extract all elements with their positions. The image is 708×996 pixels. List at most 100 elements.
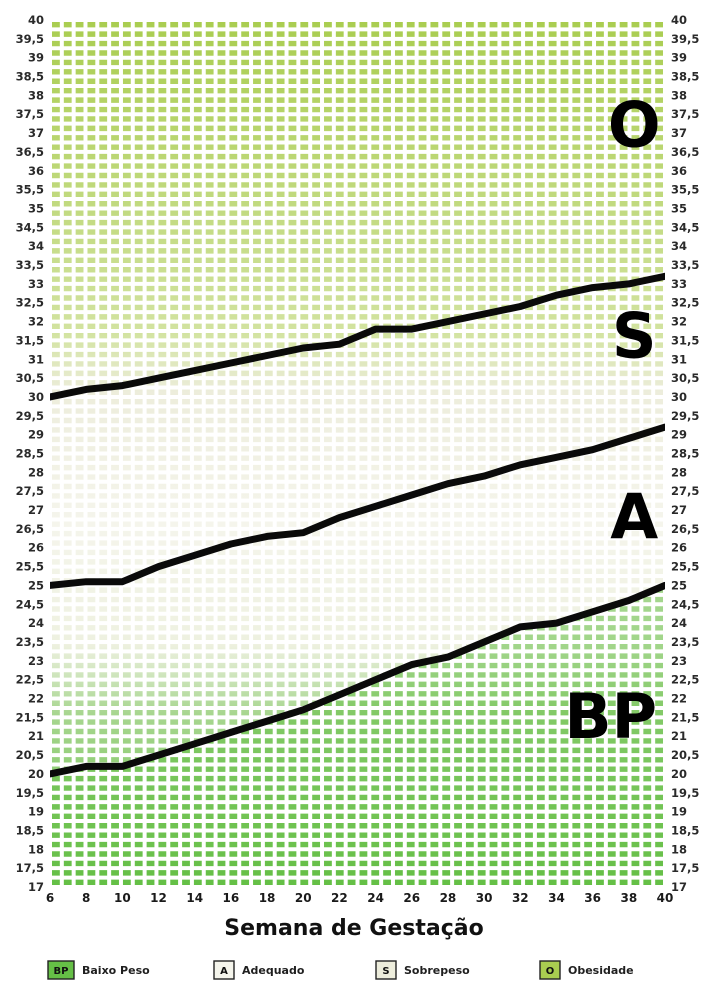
- x-axis: 6 8 10 12 14 16 18 20 22 24 26 28 30 32 34 36 38 40: [46, 891, 674, 905]
- y-tick-label: 22: [28, 692, 44, 706]
- legend-swatch: [213, 960, 235, 980]
- x-tick-label: 24: [367, 891, 384, 905]
- legend-label: Sobrepeso: [404, 964, 470, 977]
- y-tick-label: 33,5: [16, 258, 44, 272]
- y-tick-label: 28,5: [671, 447, 699, 461]
- zone-label-A: A: [610, 480, 658, 553]
- x-tick-label: 6: [46, 891, 54, 905]
- y-tick-label: 23,5: [16, 635, 44, 649]
- y-tick-label: 23,5: [671, 635, 699, 649]
- legend-swatch: [375, 960, 397, 980]
- x-tick-label: 10: [114, 891, 131, 905]
- y-tick-label: 37: [671, 126, 687, 140]
- y-tick-label: 36: [28, 164, 44, 178]
- y-tick-label: 33,5: [671, 258, 699, 272]
- y-tick-label: 20: [28, 767, 44, 781]
- y-tick-label: 26,5: [671, 522, 699, 536]
- y-tick-label: 19: [28, 805, 44, 819]
- y-tick-label: 31: [671, 352, 687, 366]
- y-tick-label: 22,5: [16, 673, 44, 687]
- y-tick-label: 24,5: [16, 597, 44, 611]
- legend-label: Baixo Peso: [82, 964, 150, 977]
- y-tick-label: 31: [28, 352, 44, 366]
- legend-item-BP: BP Baixo Peso: [47, 960, 150, 980]
- legend: BP Baixo Peso A Adequado S Sobrepeso O Obesidad…: [47, 960, 634, 980]
- y-tick-label: 28: [28, 465, 44, 479]
- y-tick-label: 23: [28, 654, 44, 668]
- y-tick-label: 23: [671, 654, 687, 668]
- y-tick-label: 19: [671, 805, 687, 819]
- y-tick-label: 33: [671, 277, 687, 291]
- y-tick-label: 28: [671, 465, 687, 479]
- x-tick-label: 34: [548, 891, 565, 905]
- y-tick-label: 35: [671, 201, 687, 215]
- y-tick-label: 35: [28, 201, 44, 215]
- boundary-line-A-S: [50, 423, 665, 589]
- y-tick-label: 22,5: [671, 673, 699, 687]
- y-axis-left: 17 17,5 18 18,5 19 19,5 20 20,5 21 21,5 22 22,5 23 23…: [16, 13, 44, 894]
- y-tick-label: 22: [671, 692, 687, 706]
- y-tick-label: 39: [671, 51, 687, 65]
- y-axis-right: 17 17,5 18 18,5 19 19,5 20 20,5 21 21,5 22 22,5 23 23…: [671, 13, 699, 894]
- y-tick-label: 21,5: [671, 710, 699, 724]
- x-tick-label: 38: [620, 891, 637, 905]
- legend-label: Obesidade: [568, 964, 634, 977]
- y-tick-label: 32,5: [16, 296, 44, 310]
- y-tick-label: 20: [671, 767, 687, 781]
- y-tick-label: 19,5: [16, 786, 44, 800]
- y-tick-label: 38,5: [671, 70, 699, 84]
- y-tick-label: 21,5: [16, 710, 44, 724]
- y-tick-label: 24: [671, 616, 687, 630]
- y-tick-label: 32: [671, 315, 687, 329]
- x-tick-label: 20: [295, 891, 312, 905]
- y-tick-label: 38: [28, 88, 44, 102]
- y-tick-label: 27,5: [671, 484, 699, 498]
- y-tick-label: 26,5: [16, 522, 44, 536]
- y-tick-label: 30,5: [671, 371, 699, 385]
- y-tick-label: 39,5: [671, 32, 699, 46]
- y-tick-label: 28,5: [16, 447, 44, 461]
- y-tick-label: 25: [671, 578, 687, 592]
- legend-label: Adequado: [242, 964, 305, 977]
- x-tick-label: 8: [82, 891, 90, 905]
- legend-swatch: [539, 960, 561, 980]
- y-tick-label: 26: [671, 541, 687, 555]
- legend-item-O: O Obesidade: [539, 960, 634, 980]
- x-tick-label: 30: [476, 891, 493, 905]
- y-tick-label: 20,5: [671, 748, 699, 762]
- y-tick-label: 38: [671, 88, 687, 102]
- y-tick-label: 36: [671, 164, 687, 178]
- y-tick-label: 39,5: [16, 32, 44, 46]
- x-tick-label: 36: [584, 891, 601, 905]
- y-tick-label: 36,5: [16, 145, 44, 159]
- y-tick-label: 27: [28, 503, 44, 517]
- y-tick-label: 32,5: [671, 296, 699, 310]
- y-tick-label: 27: [671, 503, 687, 517]
- y-tick-label: 18: [28, 842, 44, 856]
- legend-item-A: A Adequado: [213, 960, 305, 980]
- zone-label-O: O: [608, 88, 661, 161]
- y-tick-label: 40: [28, 13, 44, 27]
- boundary-line-S-O: [50, 272, 665, 401]
- zone-labels: BP A S O: [564, 88, 660, 753]
- y-tick-label: 31,5: [671, 333, 699, 347]
- y-tick-label: 36,5: [671, 145, 699, 159]
- boundary-lines: [50, 272, 665, 778]
- y-tick-label: 27,5: [16, 484, 44, 498]
- x-tick-label: 14: [186, 891, 203, 905]
- y-tick-label: 37,5: [671, 107, 699, 121]
- legend-code: S: [382, 966, 389, 977]
- x-tick-label: 18: [259, 891, 276, 905]
- y-tick-label: 29: [28, 428, 44, 442]
- legend-code: A: [220, 966, 228, 977]
- y-tick-label: 17,5: [16, 861, 44, 875]
- x-tick-label: 22: [331, 891, 348, 905]
- legend-code: BP: [54, 966, 69, 977]
- y-tick-label: 37,5: [16, 107, 44, 121]
- y-tick-label: 19,5: [671, 786, 699, 800]
- y-tick-label: 37: [28, 126, 44, 140]
- y-tick-label: 26: [28, 541, 44, 555]
- y-tick-label: 30: [28, 390, 44, 404]
- y-tick-label: 34: [28, 239, 44, 253]
- y-tick-label: 17,5: [671, 861, 699, 875]
